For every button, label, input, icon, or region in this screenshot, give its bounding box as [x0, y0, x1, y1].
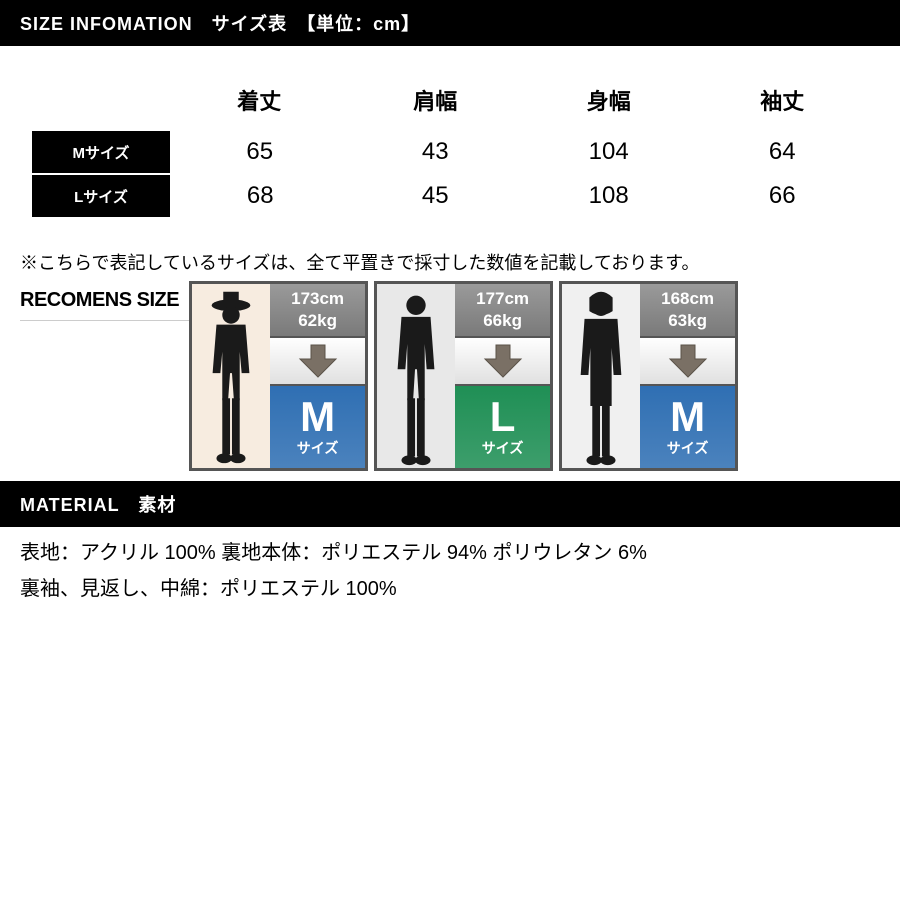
arrow-down-icon	[455, 338, 550, 384]
person-icon	[192, 284, 270, 468]
silhouette	[192, 284, 270, 468]
model-weight: 66kg	[455, 310, 550, 332]
person-icon	[377, 284, 455, 468]
model-info: 168cm 63kg M サイズ	[640, 284, 735, 468]
cell: 64	[695, 130, 869, 174]
cell: 45	[348, 174, 522, 218]
size-sub: サイズ	[667, 438, 709, 458]
size-badge: M サイズ	[270, 384, 365, 468]
size-table-header-row: 着丈 肩幅 身幅 袖丈	[31, 76, 869, 130]
height-weight: 177cm 66kg	[455, 284, 550, 338]
height-weight: 173cm 62kg	[270, 284, 365, 338]
recomens-section: RECOMENS SIZE 173cm	[0, 281, 900, 481]
material-header: MATERIAL 素材	[0, 481, 900, 527]
cell: 43	[348, 130, 522, 174]
model-info: 173cm 62kg M サイズ	[270, 284, 365, 468]
size-letter: M	[670, 396, 705, 438]
row-label-m: Mサイズ	[31, 130, 171, 174]
row-label-l: Lサイズ	[31, 174, 171, 218]
size-table: 着丈 肩幅 身幅 袖丈 Mサイズ 65 43 104 64 Lサイズ 68 45…	[30, 76, 870, 219]
material-line: 表地：アクリル 100% 裏地本体：ポリエステル 94% ポリウレタン 6%	[0, 527, 900, 573]
model-weight: 63kg	[640, 310, 735, 332]
size-letter: M	[300, 396, 335, 438]
cell: 65	[171, 130, 348, 174]
model-info: 177cm 66kg L サイズ	[455, 284, 550, 468]
measurement-note: ※こちらで表記しているサイズは、全て平置きで採寸した数値を記載しております。	[0, 249, 900, 281]
material-line: 裏袖、見返し、中綿：ポリエステル 100%	[0, 573, 900, 609]
silhouette	[377, 284, 455, 468]
model-weight: 62kg	[270, 310, 365, 332]
person-icon	[562, 284, 640, 468]
model-card: 168cm 63kg M サイズ	[559, 281, 738, 471]
col-header: 着丈	[171, 76, 348, 130]
col-header: 袖丈	[695, 76, 869, 130]
arrow-down-icon	[270, 338, 365, 384]
arrow-down-icon	[640, 338, 735, 384]
size-letter: L	[490, 396, 516, 438]
cell: 66	[695, 174, 869, 218]
col-header: 肩幅	[348, 76, 522, 130]
table-row: Mサイズ 65 43 104 64	[31, 130, 869, 174]
size-badge: M サイズ	[640, 384, 735, 468]
model-card: 177cm 66kg L サイズ	[374, 281, 553, 471]
size-info-header: SIZE INFOMATION サイズ表 【単位：cm】	[0, 0, 900, 46]
cell: 104	[522, 130, 696, 174]
table-row: Lサイズ 68 45 108 66	[31, 174, 869, 218]
height-weight: 168cm 63kg	[640, 284, 735, 338]
cell: 108	[522, 174, 696, 218]
model-height: 173cm	[270, 288, 365, 310]
size-badge: L サイズ	[455, 384, 550, 468]
silhouette	[562, 284, 640, 468]
col-header: 身幅	[522, 76, 696, 130]
model-cards: 173cm 62kg M サイズ	[189, 281, 738, 471]
model-card: 173cm 62kg M サイズ	[189, 281, 368, 471]
size-sub: サイズ	[482, 438, 524, 458]
recomens-label: RECOMENS SIZE	[20, 281, 189, 321]
size-sub: サイズ	[297, 438, 339, 458]
cell: 68	[171, 174, 348, 218]
model-height: 177cm	[455, 288, 550, 310]
model-height: 168cm	[640, 288, 735, 310]
